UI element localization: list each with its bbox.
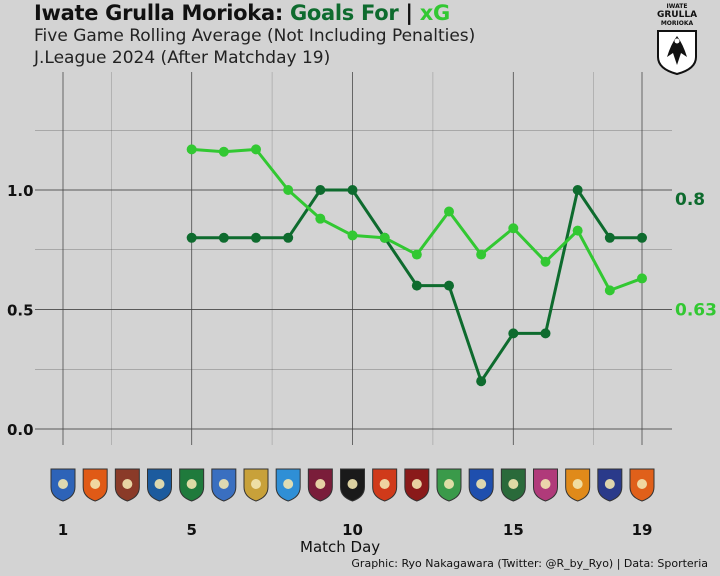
data-point-goals-for <box>411 280 422 291</box>
data-point-goals-for <box>604 232 615 243</box>
badge-emblem <box>347 479 358 489</box>
data-point-xg <box>508 223 519 234</box>
badge-emblem <box>379 479 390 489</box>
opponent-badge-icon <box>82 468 108 502</box>
data-point-goals-for <box>540 328 551 339</box>
club-logo: IWATE GRULLA MORIOKA <box>654 3 700 77</box>
credit-text: Graphic: Ryo Nakagawara (Twitter: @R_by_… <box>351 557 708 570</box>
club-logo-line2: GRULLA <box>656 10 698 20</box>
badge-emblem <box>637 479 647 489</box>
x-tick-label: 19 <box>632 521 653 539</box>
opponent-badge-icon <box>597 468 623 502</box>
badge-emblem <box>186 479 197 489</box>
data-point-xg <box>411 249 422 260</box>
title-prefix: Iwate Grulla Morioka: <box>34 1 283 25</box>
data-point-xg <box>604 285 615 296</box>
badge-emblem <box>283 479 294 489</box>
badge-emblem <box>572 479 583 489</box>
opponent-badge-icon <box>404 468 430 502</box>
data-point-xg <box>315 213 326 224</box>
data-point-xg <box>186 144 197 155</box>
opponent-badge-icon <box>340 468 365 502</box>
club-logo-line3: MORIOKA <box>660 20 694 27</box>
data-point-goals-for <box>347 185 358 195</box>
data-point-xg <box>379 232 390 243</box>
badge-emblem <box>315 479 326 489</box>
opponent-badge-icon <box>500 468 526 502</box>
opponent-badge-icon <box>372 468 398 502</box>
data-point-xg <box>637 273 647 284</box>
x-tick-label: 5 <box>186 521 196 539</box>
title-xg: xG <box>419 1 450 25</box>
data-point-xg <box>218 146 229 157</box>
x-tick-label: 10 <box>342 521 363 539</box>
data-point-xg <box>476 249 487 260</box>
title-goals-for: Goals For <box>289 1 399 25</box>
opponent-badge-icon <box>179 468 205 502</box>
data-point-xg <box>540 256 551 267</box>
badge-emblem <box>154 479 165 489</box>
data-point-xg <box>251 144 261 155</box>
badge-emblem <box>58 479 68 489</box>
data-point-goals-for <box>572 185 583 195</box>
badge-emblem <box>476 479 487 489</box>
badge-emblem <box>604 479 615 489</box>
data-point-xg <box>283 185 294 195</box>
badge-emblem <box>218 479 229 489</box>
opponent-badge-icon <box>436 468 462 502</box>
y-tick-label: 0.0 <box>7 421 34 439</box>
badge-emblem <box>540 479 551 489</box>
data-point-xg <box>572 225 583 236</box>
badge-emblem <box>122 479 133 489</box>
end-label-xg: 0.63 <box>675 300 717 320</box>
data-point-goals-for <box>283 232 294 243</box>
data-point-goals-for <box>251 232 261 243</box>
x-axis-label: Match Day <box>300 538 381 556</box>
opponent-badge-icon <box>565 468 591 502</box>
data-point-goals-for <box>444 280 454 291</box>
badge-emblem <box>90 479 101 489</box>
chart-title: Iwate Grulla Morioka: Goals For | xG <box>34 1 450 25</box>
badge-emblem <box>444 479 454 489</box>
opponent-badge-icon <box>533 468 558 502</box>
x-tick-label: 15 <box>503 521 524 539</box>
club-logo-line1: IWATE <box>666 3 688 10</box>
opponent-badge-icon <box>50 468 76 502</box>
opponent-badge-icon <box>114 468 140 502</box>
opponent-badge-icon <box>275 468 301 502</box>
data-point-goals-for <box>315 185 326 195</box>
y-tick-label: 1.0 <box>7 182 34 200</box>
opponent-badge-icon <box>629 468 655 502</box>
data-point-goals-for <box>637 232 647 243</box>
title-separator: | <box>405 1 413 25</box>
data-point-xg <box>347 230 358 241</box>
opponent-badge-icon <box>307 468 333 502</box>
subtitle-rolling-average: Five Game Rolling Average (Not Including… <box>34 26 476 46</box>
badge-emblem <box>508 479 519 489</box>
data-point-xg <box>444 206 454 217</box>
series-line-xg <box>191 147 643 292</box>
data-point-goals-for <box>186 232 197 243</box>
end-label-goals-for: 0.8 <box>675 190 705 210</box>
y-tick-label: 0.5 <box>7 302 34 320</box>
badge-emblem <box>251 479 261 489</box>
opponent-badge-icon <box>468 468 494 502</box>
x-tick-label: 1 <box>58 521 68 539</box>
data-point-goals-for <box>218 232 229 243</box>
data-point-goals-for <box>508 328 519 339</box>
subtitle-season: J.League 2024 (After Matchday 19) <box>34 48 331 68</box>
badge-emblem <box>411 479 422 489</box>
crane-crest-icon <box>657 30 697 76</box>
opponent-badge-icon <box>211 468 237 502</box>
data-point-goals-for <box>476 376 487 387</box>
opponent-badge-icon <box>243 468 269 502</box>
opponent-badge-icon <box>147 468 172 502</box>
